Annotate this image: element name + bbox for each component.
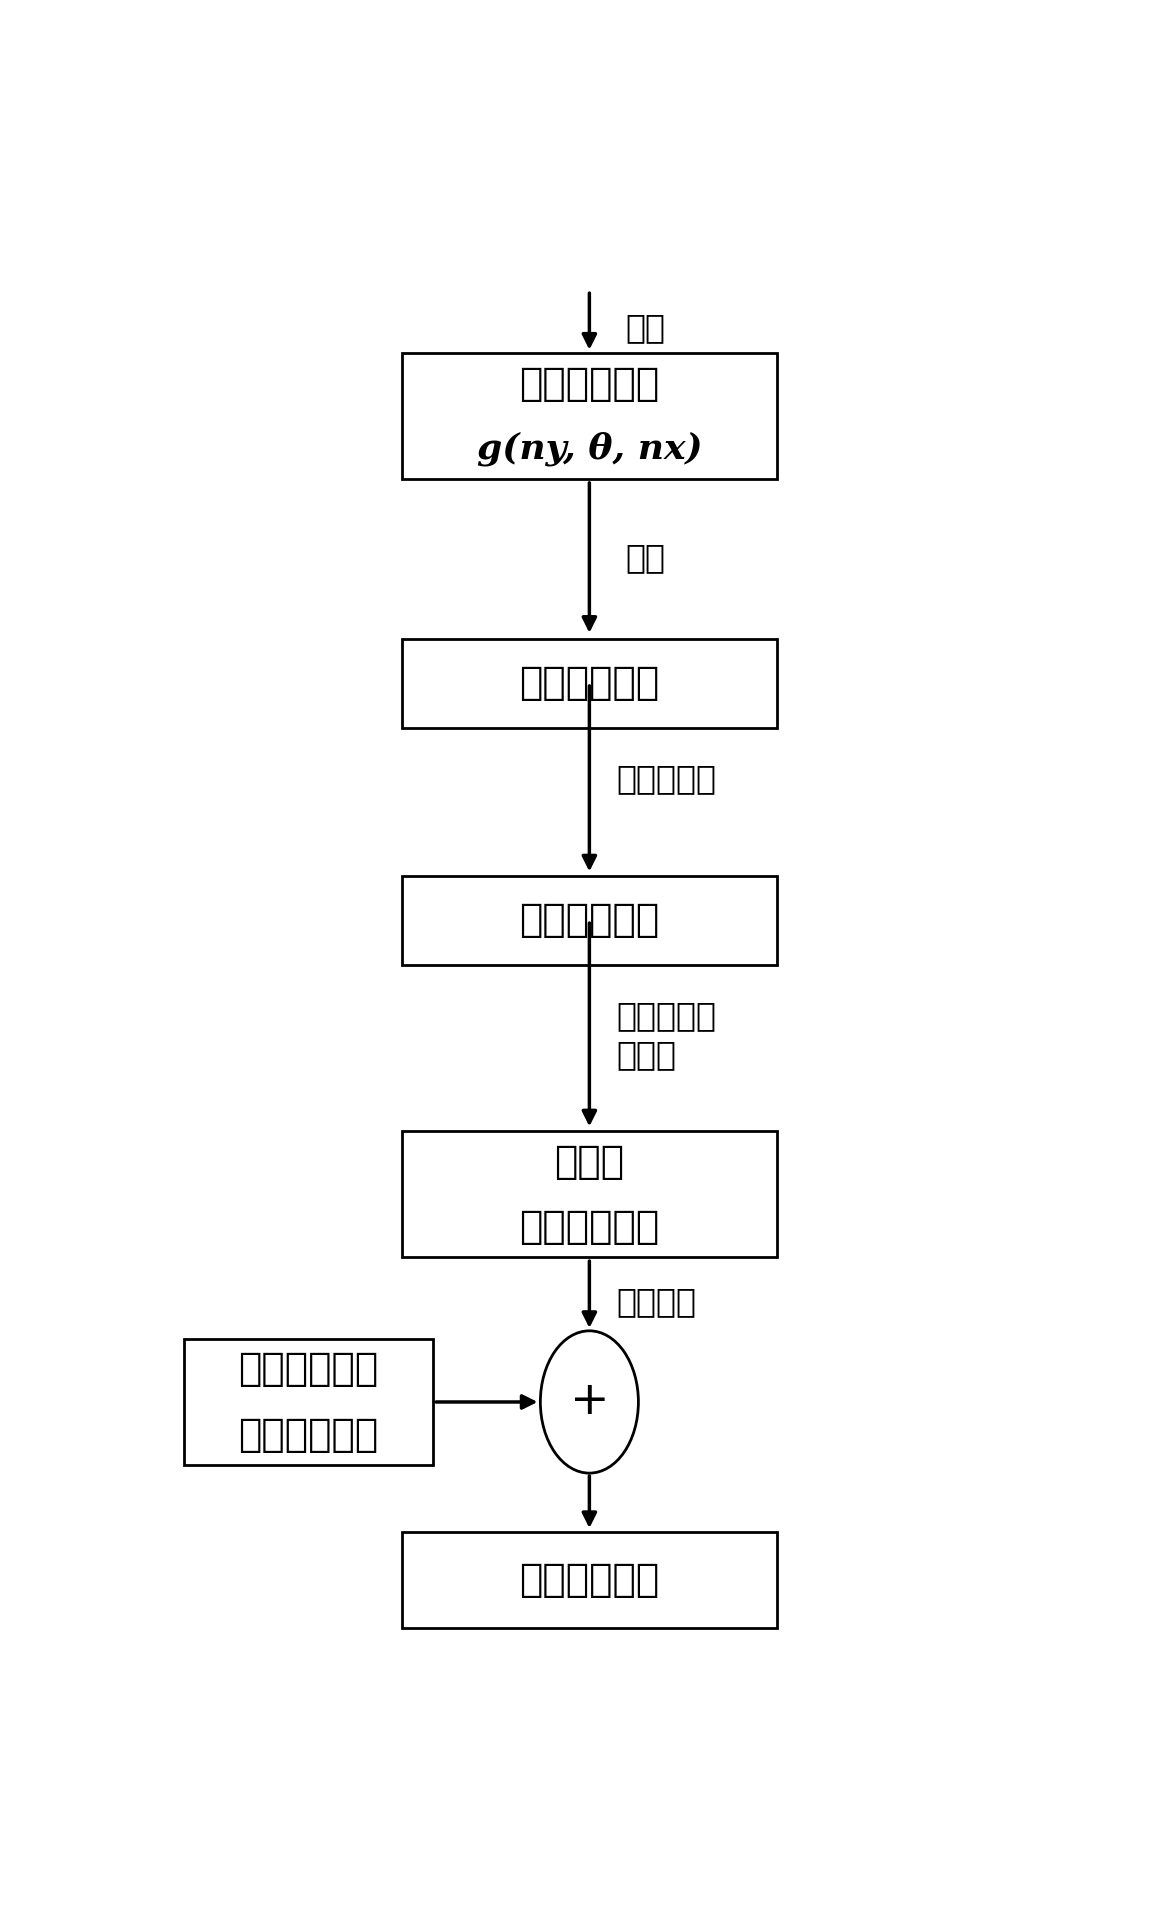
- Text: 旋转叠加: 旋转叠加: [616, 1286, 696, 1319]
- Ellipse shape: [540, 1330, 638, 1473]
- Text: 三维投影矩阵: 三维投影矩阵: [520, 364, 659, 402]
- Text: 优化的: 优化的: [554, 1143, 624, 1180]
- Text: 临时重建图像: 临时重建图像: [520, 1209, 659, 1245]
- Text: 建立初始化的: 建立初始化的: [238, 1349, 378, 1388]
- Text: +: +: [569, 1380, 610, 1424]
- Bar: [402, 876, 776, 964]
- Text: 三维重建图像: 三维重建图像: [520, 1561, 659, 1600]
- Bar: [402, 639, 776, 728]
- Text: 直接反投影: 直接反投影: [616, 762, 716, 795]
- Text: 输入: 输入: [626, 312, 665, 345]
- Text: 修正后的投影: 修正后的投影: [520, 664, 659, 703]
- Text: 滤波: 滤波: [626, 541, 665, 574]
- Bar: [402, 1532, 776, 1629]
- Bar: [402, 354, 776, 479]
- Text: 三维重建图像: 三维重建图像: [238, 1415, 378, 1453]
- Bar: [184, 1340, 434, 1465]
- Text: 与光束逐层
去卷积: 与光束逐层 去卷积: [616, 999, 716, 1070]
- Text: 临时重建图像: 临时重建图像: [520, 901, 659, 939]
- Text: g(ny, θ, nx): g(ny, θ, nx): [476, 431, 703, 466]
- Bar: [402, 1132, 776, 1257]
